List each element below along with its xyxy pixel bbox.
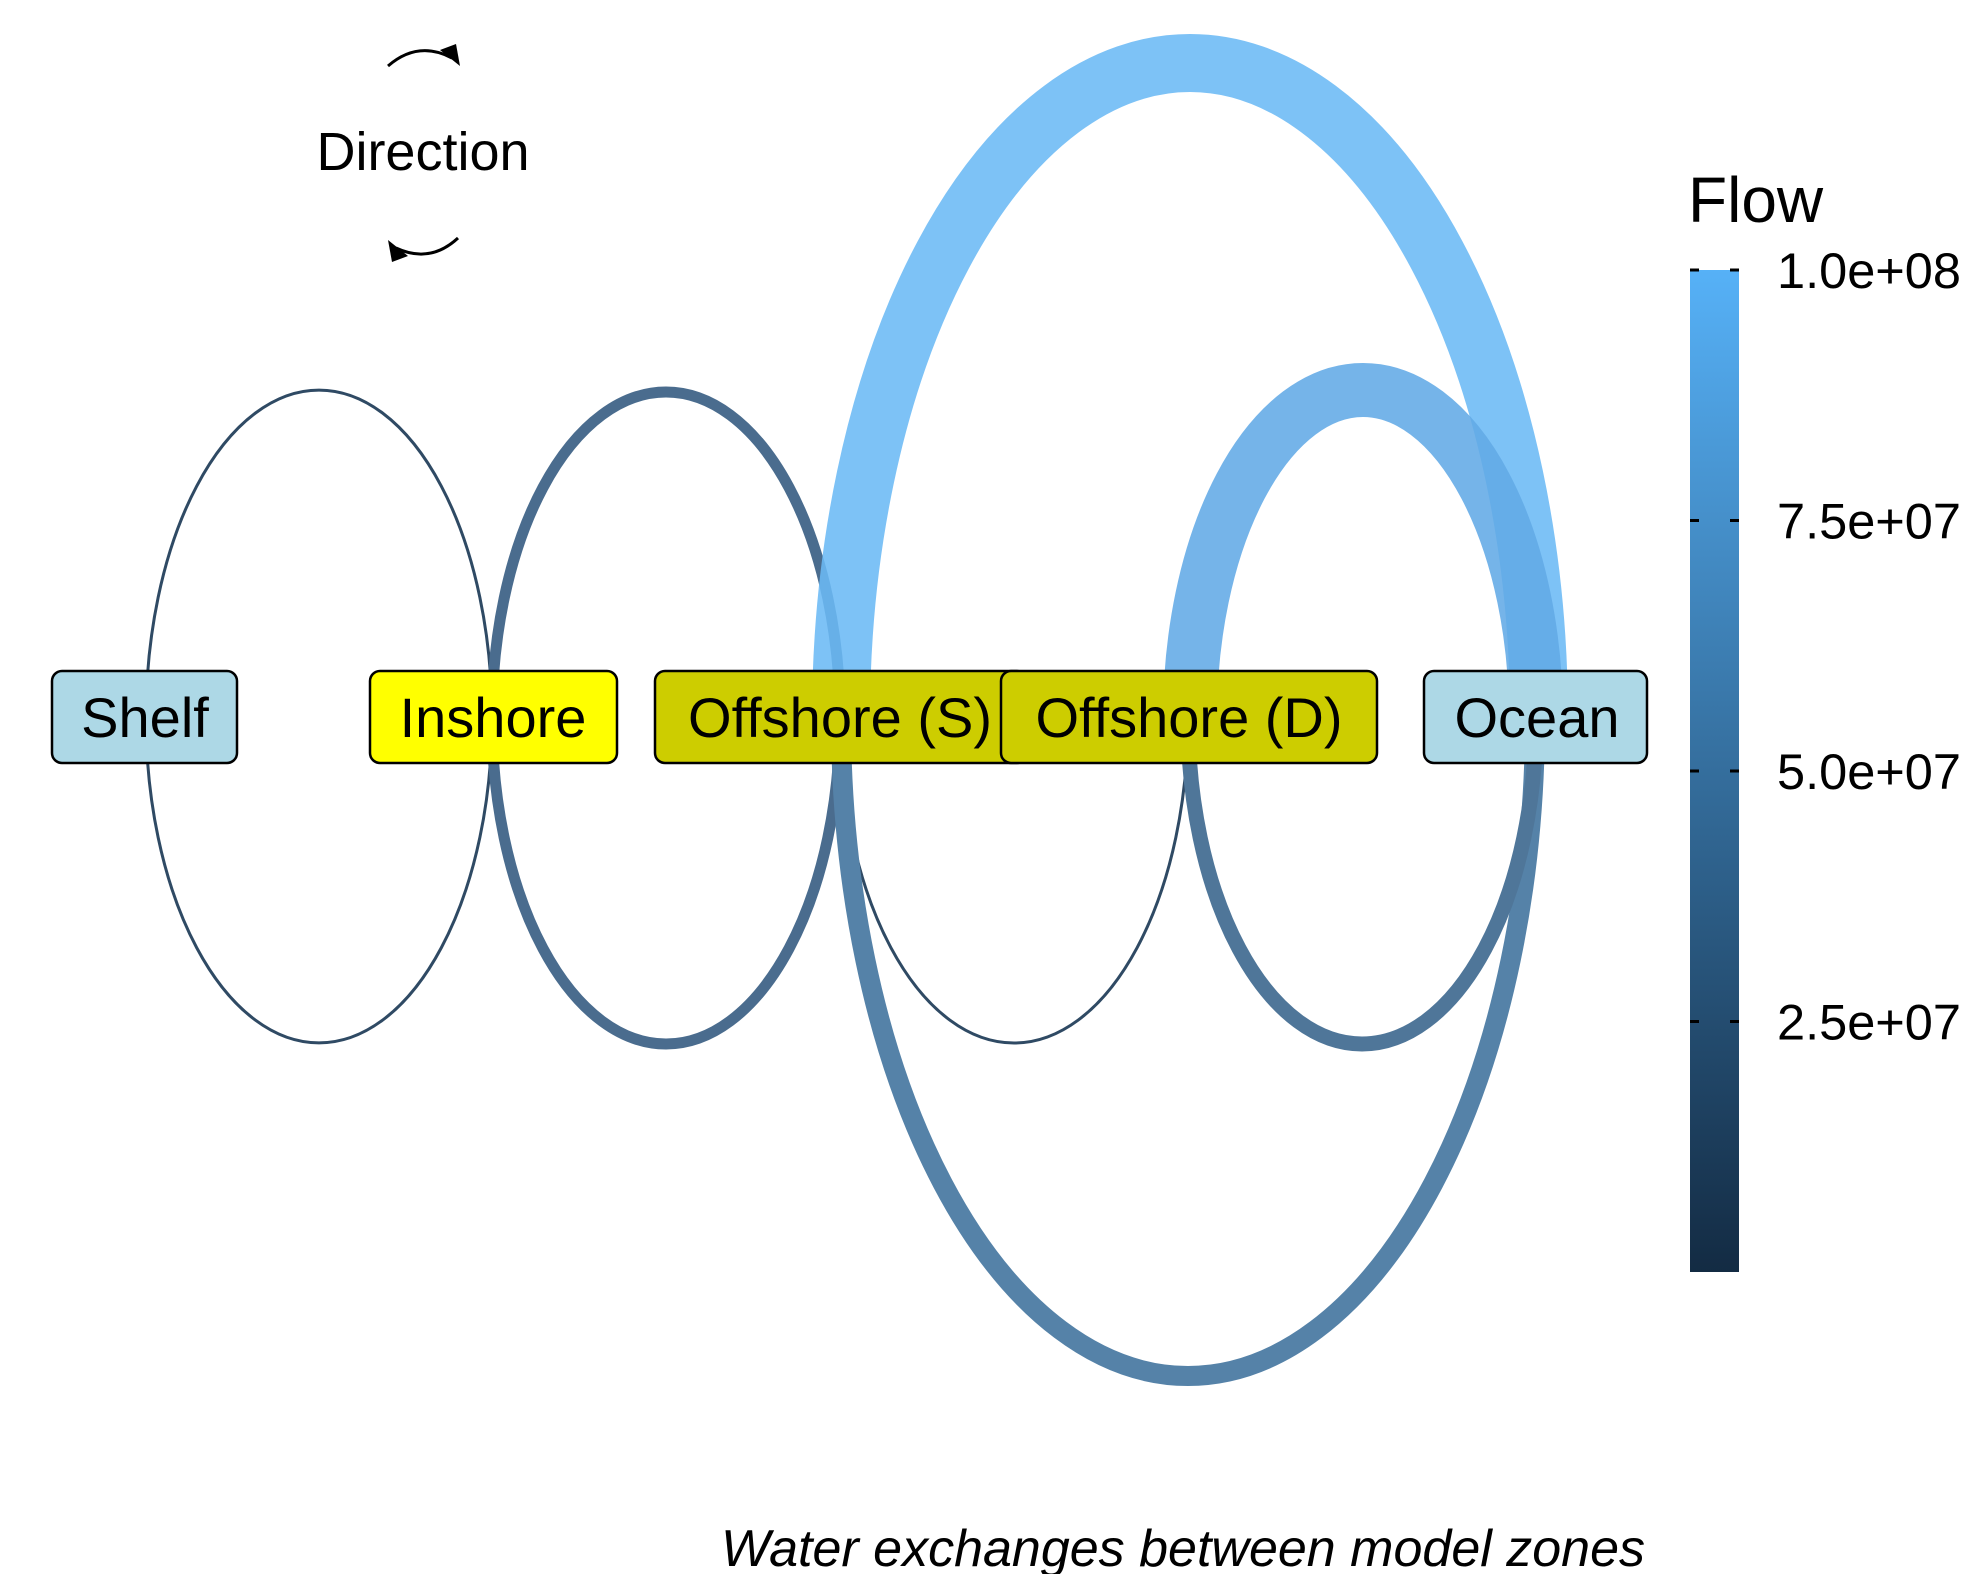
flow-arc-offshore-s-ocean-lower: [831, 717, 1545, 1386]
flow-arc-offshore-d-ocean-upper: [1163, 363, 1563, 719]
zone-offshore-d: Offshore (D): [999, 669, 1379, 765]
flow-arc-inshore-offshore-s-lower: [486, 717, 846, 1050]
zone-offshore-s: Offshore (S): [653, 669, 1029, 765]
direction-legend: Direction: [316, 44, 530, 262]
flow-arc-offshore-s-offshore-d-lower: [838, 717, 1190, 1045]
zone-shelf: Shelf: [50, 669, 239, 765]
clockwise-arrow-icon: [387, 44, 460, 68]
flow-legend-title: Flow: [1688, 164, 1824, 236]
flow-legend-tick-label: 5.0e+07: [1777, 744, 1961, 800]
zone-offshore-s-label: Offshore (S): [688, 686, 992, 749]
flow-legend-tick-label: 1.0e+08: [1777, 243, 1961, 299]
flow-arc-offshore-d-ocean-lower: [1180, 717, 1544, 1052]
flow-legend-ticks: 2.5e+07 5.0e+07 7.5e+07 1.0e+08: [1690, 243, 1961, 1051]
flow-legend-tick-label: 2.5e+07: [1777, 995, 1961, 1051]
flow-arcs: [144, 34, 1568, 1386]
zone-ocean-box: [1422, 669, 1649, 765]
flow-legend: Flow 2.5e+07 5.0e+07 7.5e+07 1.0e+08: [1688, 164, 1961, 1272]
zone-inshore: Inshore: [368, 669, 619, 765]
zone-inshore-label: Inshore: [400, 686, 587, 749]
zone-offshore-d-box: [999, 669, 1379, 765]
flow-arc-inshore-offshore-s-upper: [486, 386, 846, 719]
zone-ocean-label: Ocean: [1455, 686, 1620, 749]
flow-arc-shelf-inshore-lower: [144, 717, 494, 1045]
flow-arc-offshore-s-ocean-upper: [812, 34, 1568, 719]
zone-shelf-box: [50, 669, 239, 765]
zone-ocean: Ocean: [1422, 669, 1649, 765]
counterclockwise-arrow-icon: [388, 236, 460, 262]
diagram-caption: Water exchanges between model zones: [721, 1520, 1645, 1574]
zone-offshore-d-label: Offshore (D): [1035, 686, 1342, 749]
flow-arc-shelf-inshore-upper: [144, 388, 494, 719]
zone-shelf-label: Shelf: [81, 686, 209, 749]
direction-legend-title: Direction: [316, 122, 529, 182]
zone-inshore-box: [368, 669, 619, 765]
flow-legend-tick-label: 7.5e+07: [1777, 494, 1961, 550]
